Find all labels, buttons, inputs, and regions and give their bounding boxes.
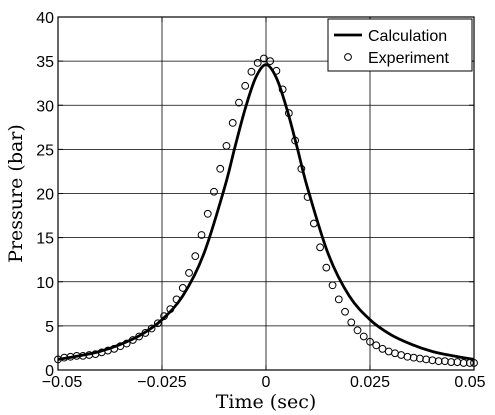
experiment-point (241, 81, 250, 90)
y-tick-label: 20 (36, 187, 54, 204)
legend: Calculation Experiment (327, 18, 473, 72)
experiment-point (178, 284, 187, 292)
y-tick-label: 25 (36, 142, 54, 159)
plot-frame (57, 16, 475, 371)
y-tick-label: 15 (36, 231, 54, 248)
experiment-point (141, 329, 150, 337)
experiment-point (309, 219, 318, 228)
y-tick-label: 10 (36, 275, 54, 292)
y-axis-label: Pressure (bar) (5, 124, 27, 263)
experiment-point (465, 359, 474, 367)
experiment-point (210, 187, 218, 196)
experiment-point (266, 57, 275, 66)
experiment-point (459, 359, 468, 367)
experiment-point (135, 332, 144, 341)
experiment-point (160, 312, 168, 321)
x-tick-label: 0 (262, 374, 271, 391)
experiment-point (128, 336, 137, 344)
y-tick-label: 5 (45, 319, 54, 336)
series-layer (54, 54, 478, 367)
experiment-point (122, 339, 131, 348)
experiment-point (278, 85, 287, 94)
experiment-point (228, 119, 237, 127)
experiment-point (303, 193, 312, 201)
experiment-point (328, 281, 337, 290)
experiment-point (253, 58, 262, 67)
experiment-point (166, 305, 175, 314)
experiment-point (372, 341, 381, 350)
experiment-point (247, 67, 256, 76)
x-tick-label: −0.025 (137, 374, 186, 391)
experiment-point (316, 243, 324, 252)
experiment-point (347, 318, 356, 327)
y-tick-label: 40 (36, 10, 54, 27)
legend-box (327, 18, 473, 72)
experiment-point (434, 357, 443, 366)
experiment-point (297, 164, 306, 173)
experiment-point (197, 231, 206, 239)
experiment-point (359, 332, 368, 341)
experiment-point (185, 269, 193, 277)
experiment-point (191, 252, 200, 261)
experiment-point (147, 324, 156, 333)
legend-marker-swatch (344, 53, 352, 61)
experiment-point (272, 66, 281, 75)
experiment-point (291, 136, 300, 145)
experiment-point (353, 326, 362, 335)
legend-label-calculation: Calculation (368, 28, 447, 45)
experiment-point (322, 263, 331, 272)
x-axis-label: Time (sec) (216, 391, 317, 413)
experiment-point (235, 98, 243, 107)
y-tick-label: 35 (36, 54, 54, 71)
x-tick-label: −0.05 (42, 374, 83, 391)
experiment-point (447, 358, 456, 366)
x-tick-label: 0.05 (454, 374, 485, 391)
experiment-point (216, 164, 225, 173)
experiment-point (222, 141, 231, 150)
experiment-point (203, 209, 212, 218)
y-tick-label: 0 (45, 363, 54, 380)
experiment-point (366, 337, 374, 346)
experiment-point (72, 351, 81, 360)
experiment-point (334, 295, 343, 304)
calculation-line (57, 63, 475, 361)
y-tick-label: 30 (36, 98, 54, 115)
experiment-point (341, 307, 349, 316)
axis-ticks: −0.05 −0.025 0 0.025 0.05 0 5 10 15 20 25 30 35 40 (36, 10, 485, 391)
x-tick-label: 0.025 (350, 374, 390, 391)
legend-label-experiment: Experiment (368, 50, 449, 67)
experiment-point (172, 295, 181, 304)
experiment-point (284, 109, 293, 118)
experiment-point (153, 319, 162, 328)
